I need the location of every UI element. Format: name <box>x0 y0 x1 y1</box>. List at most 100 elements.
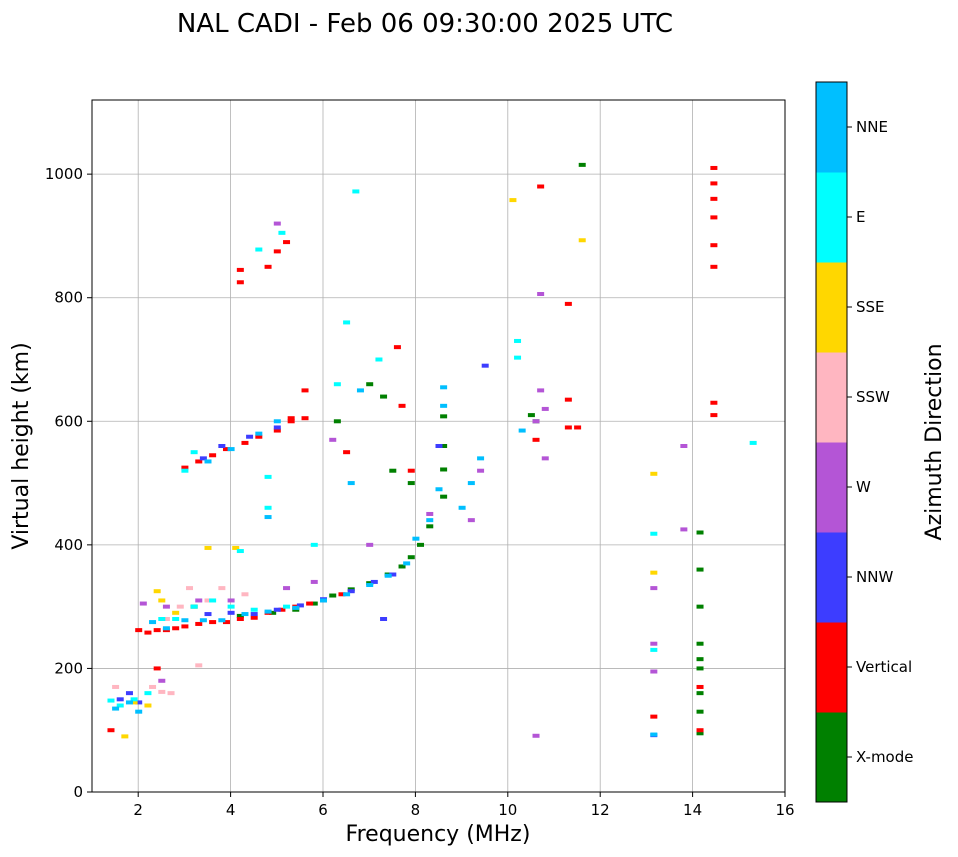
echo-point <box>287 416 295 421</box>
echo-point <box>343 592 351 597</box>
echo-point <box>209 620 217 625</box>
echo-point <box>329 593 337 598</box>
chart-title: NAL CADI - Feb 06 09:30:00 2025 UTC <box>177 9 673 39</box>
echo-point <box>338 592 346 597</box>
echo-point <box>172 610 180 615</box>
echo-point <box>130 700 138 705</box>
echo-point <box>710 264 718 269</box>
echo-point <box>264 609 272 614</box>
axis-ticks: 2 4 6 8 10 12 14 16 0 200 400 600 800 1000 <box>45 165 795 819</box>
echo-point <box>236 617 244 621</box>
echo-point <box>680 527 688 532</box>
echo-point <box>710 165 718 170</box>
echo-point <box>380 394 388 399</box>
echo-point <box>440 385 448 390</box>
echo-point <box>440 444 448 448</box>
echo-point <box>467 481 475 486</box>
colorbar-label: E <box>856 208 865 226</box>
echo-point <box>301 388 309 393</box>
echo-point <box>440 403 448 408</box>
echo-point <box>541 406 549 411</box>
x-axis-label: Frequency (MHz) <box>346 822 531 847</box>
echo-point <box>283 240 291 245</box>
plot-frame <box>91 99 786 793</box>
colorbar-segment <box>816 352 847 443</box>
echo-point <box>301 416 309 421</box>
echo-point <box>116 697 124 702</box>
echo-point <box>407 481 415 486</box>
x-tick-label: 10 <box>498 801 517 819</box>
echo-point <box>190 450 198 455</box>
echo-point <box>749 440 757 445</box>
colorbar-label: W <box>856 478 871 496</box>
echo-point <box>398 403 406 408</box>
echo-point <box>352 189 360 194</box>
echo-point <box>149 620 157 625</box>
echo-point <box>186 586 194 591</box>
echo-point <box>199 456 207 461</box>
y-axis-label: Virtual height (km) <box>9 342 34 549</box>
echo-point <box>650 570 658 575</box>
echo-point <box>347 589 355 594</box>
echo-point <box>426 524 434 529</box>
echo-point <box>149 684 157 689</box>
colorbar-segment <box>816 442 847 533</box>
echo-point <box>195 459 203 464</box>
echo-point <box>172 626 180 631</box>
echo-point <box>172 617 180 621</box>
x-tick-label: 8 <box>411 801 421 819</box>
echo-point <box>481 363 489 368</box>
echo-point <box>204 545 212 550</box>
echo-point <box>236 280 244 285</box>
echo-point <box>426 518 434 523</box>
echo-point <box>407 555 415 560</box>
echo-point <box>287 419 295 424</box>
echo-point <box>333 419 341 424</box>
colorbar-segment <box>816 532 847 623</box>
echo-point <box>153 666 161 671</box>
colorbar-segment <box>816 82 847 173</box>
echo-point <box>135 709 143 714</box>
colorbar-title: Azimuth Direction <box>922 343 947 540</box>
echo-point <box>435 487 443 492</box>
x-tick-label: 2 <box>133 801 143 819</box>
echo-point <box>650 641 658 646</box>
echo-point <box>204 598 212 603</box>
echo-point <box>578 238 586 243</box>
echo-point <box>158 678 166 683</box>
echo-point <box>144 630 152 635</box>
echo-point <box>218 586 226 591</box>
echo-point <box>537 388 545 393</box>
echo-point <box>107 728 115 733</box>
echo-point <box>153 628 161 633</box>
echo-point <box>310 601 318 606</box>
echo-point <box>417 542 425 547</box>
echo-point <box>296 603 304 608</box>
echo-point <box>264 474 272 479</box>
echo-point <box>222 447 230 452</box>
echo-point <box>514 338 522 343</box>
echo-point <box>710 243 718 248</box>
echo-point <box>710 215 718 220</box>
echo-point <box>181 618 189 623</box>
echo-point <box>264 264 272 269</box>
echo-point <box>176 604 184 609</box>
echo-point <box>329 437 337 442</box>
echo-point <box>278 230 286 235</box>
colorbar-frame <box>815 81 848 803</box>
echo-point <box>125 700 133 705</box>
echo-point <box>255 247 263 252</box>
echo-point <box>273 249 281 254</box>
echo-point <box>112 706 120 711</box>
echo-point <box>269 610 277 615</box>
echo-point <box>477 468 485 473</box>
echo-point <box>181 465 189 470</box>
echo-point <box>696 604 704 609</box>
echo-point <box>696 666 704 671</box>
colorbar-label: SSW <box>856 388 890 406</box>
colorbar-label: X-mode <box>856 748 913 766</box>
echo-point <box>366 542 374 547</box>
echo-point <box>255 434 263 439</box>
y-tick-label: 200 <box>54 659 83 677</box>
